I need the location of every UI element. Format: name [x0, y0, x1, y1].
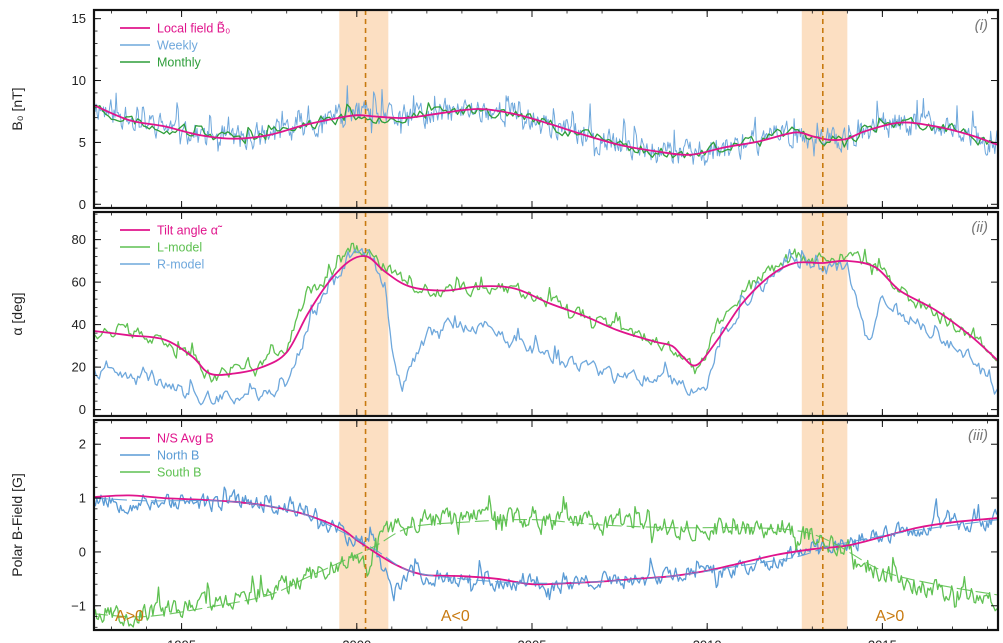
y-tick-label: 20: [72, 360, 86, 375]
x-tick-label: 2000: [342, 638, 371, 643]
shaded-interval-1: [339, 212, 389, 416]
y-tick-label: 15: [72, 11, 86, 26]
y-tick-label: 80: [72, 232, 86, 247]
panel-plot-area: [94, 486, 998, 628]
panel-frame: [92, 8, 1000, 210]
shaded-interval-2: [801, 212, 848, 416]
series-l-model: [94, 242, 998, 383]
panel-plot-area: [94, 85, 998, 166]
legend-label: L-model: [157, 241, 202, 255]
y-tick-label: 0: [79, 544, 86, 559]
series-north-b: [94, 486, 998, 602]
series-north-trend: [94, 497, 998, 584]
legend-label: R-model: [157, 258, 204, 272]
series-monthly: [94, 102, 996, 159]
shaded-interval-2: [801, 420, 848, 630]
series-south-trend: [94, 518, 998, 618]
series-tilt-angle: [94, 255, 998, 376]
legend-label: Local field B̃₀: [157, 20, 230, 35]
y-tick-label: 10: [72, 73, 86, 88]
x-tick-label: 2005: [518, 638, 547, 643]
shaded-interval-2: [801, 10, 848, 208]
legend-label: Monthly: [157, 56, 202, 70]
series-south-b: [94, 495, 998, 628]
panel-frame: [92, 418, 1000, 632]
shaded-interval-1: [339, 420, 389, 630]
panel-label: (i): [975, 17, 988, 34]
series-local-field-b: [94, 104, 998, 156]
panel-plot-area: [94, 242, 998, 406]
y-tick-label: 0: [79, 197, 86, 212]
shaded-interval-1: [339, 10, 389, 208]
series-r-model: [94, 247, 998, 406]
y-axis-label: α [deg]: [9, 292, 25, 335]
annotation: A>0: [115, 608, 144, 625]
y-axis-label: Polar B-Field [G]: [9, 473, 25, 576]
annotation: A<0: [441, 608, 470, 625]
panel-label: (ii): [971, 219, 988, 236]
y-tick-label: 2: [79, 437, 86, 452]
panel-i: 0 5 10 15 B₀ [nT] (i) Local field B̃₀ Weekly Mon…: [9, 8, 1000, 212]
panel-frame: [92, 210, 1000, 418]
legend-label: N/S Avg B: [157, 432, 214, 446]
y-tick-label: 5: [79, 135, 86, 150]
series-weekly: [94, 85, 998, 166]
x-tick-label: 1995: [167, 638, 196, 643]
y-tick-label: 1: [79, 491, 86, 506]
y-axis-label: B₀ [nT]: [9, 87, 25, 130]
panel-label: (iii): [968, 427, 988, 444]
x-tick-label: 2010: [693, 638, 722, 643]
y-tick-label: −1: [71, 598, 86, 613]
y-tick-label: 40: [72, 317, 86, 332]
panel-iii: −1 0 1 2 Polar B-Field [G] (iii) N/S Avg B Nort…: [9, 418, 1000, 643]
panel-ii: 0 20 40 60 80 α [deg] (ii) Tilt angle α̃ L-model…: [9, 210, 1000, 418]
y-tick-label: 60: [72, 275, 86, 290]
legend-label: Tilt angle α̃: [157, 224, 223, 238]
annotation: A>0: [875, 608, 904, 625]
legend-label: South B: [157, 466, 201, 480]
x-tick-label: 2015: [868, 638, 897, 643]
y-tick-label: 0: [79, 402, 86, 417]
legend-label: North B: [157, 449, 199, 463]
legend-label: Weekly: [157, 39, 199, 53]
